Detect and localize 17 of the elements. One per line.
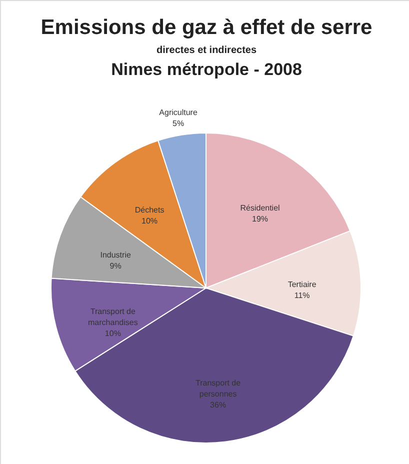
data-label: 10%: [104, 328, 121, 338]
text: Nimes métropole - 2008: [111, 60, 302, 79]
data-label: 5%: [172, 119, 184, 128]
slice-label: Agriculture: [159, 108, 198, 118]
slice-label: Transport de marchandises: [88, 306, 138, 327]
data-label: 19%: [252, 214, 268, 224]
slice-label: Tertiaire: [288, 280, 317, 289]
data-label: 11%: [294, 290, 310, 300]
slice-label: Déchets: [134, 205, 164, 214]
data-label: 9%: [110, 261, 122, 270]
slice-label: Transport de personnes: [196, 378, 242, 398]
data-label: 36%: [210, 400, 226, 410]
data-label: 10%: [142, 216, 158, 226]
chart-subtitle: directes et indirectes: [156, 45, 257, 56]
chart-title: Emissions de gaz à effet de serre: [40, 16, 372, 39]
slice-label: Résidentiel: [240, 204, 280, 213]
slice-label: Industrie: [100, 250, 132, 260]
